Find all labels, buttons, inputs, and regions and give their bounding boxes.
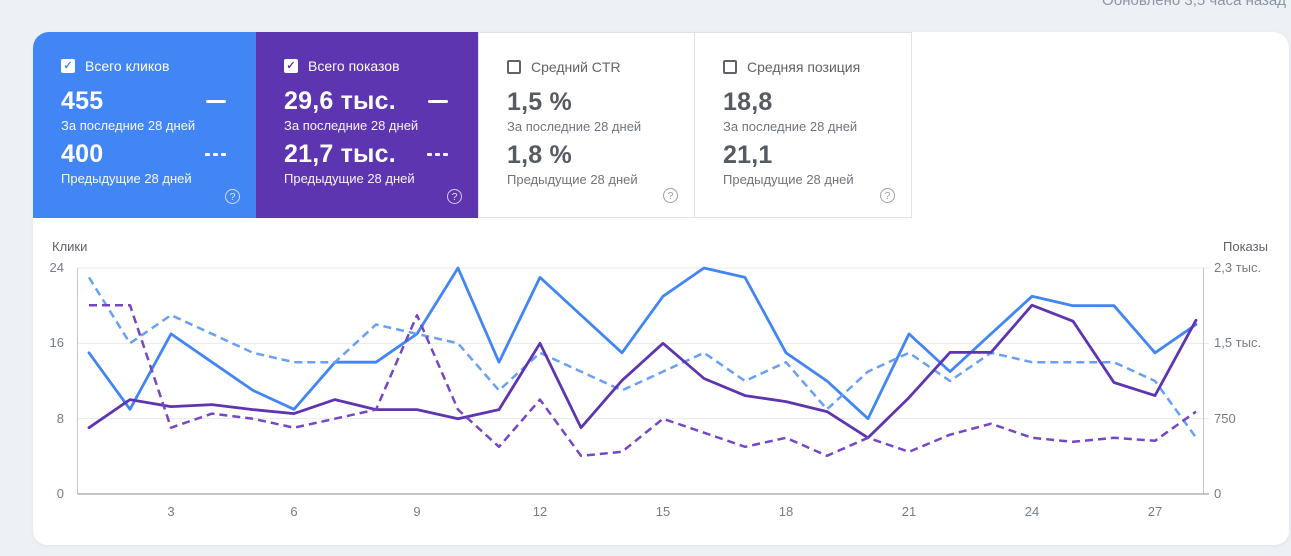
previous-value: 21,7 тыс. xyxy=(284,139,396,168)
solid-line-legend-marker xyxy=(206,99,226,103)
previous-period-label: Предыдущие 28 дней xyxy=(284,171,415,186)
left-axis-tick: 0 xyxy=(56,486,64,501)
card-title: Всего кликов xyxy=(85,57,170,74)
x-axis-tick: 12 xyxy=(532,504,548,519)
card-title: Всего показов xyxy=(308,57,400,74)
clicks-checkbox[interactable]: ✓ xyxy=(61,58,75,73)
metric-card-total-impressions[interactable]: ✓ Всего показов 29,6 тыс. За последние 2… xyxy=(256,32,478,218)
previous-period-label: Предыдущие 28 дней xyxy=(507,172,638,187)
card-header: Средний CTR xyxy=(507,58,694,75)
impressions-checkbox[interactable]: ✓ xyxy=(284,58,298,73)
current-value: 1,5 % xyxy=(507,87,572,116)
help-icon[interactable]: ? xyxy=(225,189,240,204)
help-icon[interactable]: ? xyxy=(880,188,895,203)
x-axis-tick: 27 xyxy=(1147,504,1163,519)
previous-value: 1,8 % xyxy=(507,140,572,169)
previous-period-label: Предыдущие 28 дней xyxy=(61,171,192,186)
x-axis-tick: 15 xyxy=(655,504,671,519)
right-axis-tick: 0 xyxy=(1214,486,1222,501)
last-updated-note: Обновлено 3,5 часа назад xyxy=(1102,0,1287,9)
card-header: ✓ Всего показов xyxy=(284,57,478,74)
current-period-label: За последние 28 дней xyxy=(61,118,196,133)
dashed-line-legend-marker xyxy=(427,152,448,156)
card-header: ✓ Всего кликов xyxy=(61,57,256,74)
solid-line-legend-marker xyxy=(428,99,448,103)
card-title: Средняя позиция xyxy=(747,58,861,75)
checkmark-icon: ✓ xyxy=(63,59,73,72)
metric-card-total-clicks[interactable]: ✓ Всего кликов 455 За последние 28 дней … xyxy=(33,32,256,218)
left-axis-tick: 16 xyxy=(49,335,64,351)
card-header: Средняя позиция xyxy=(723,58,911,75)
dashed-line-legend-marker xyxy=(205,152,226,156)
right-axis-tick: 2,3 тыс. xyxy=(1214,260,1262,275)
x-axis-tick: 18 xyxy=(778,504,794,519)
current-value: 18,8 xyxy=(723,87,773,116)
current-value: 29,6 тыс. xyxy=(284,86,396,115)
position-checkbox[interactable] xyxy=(723,59,737,74)
left-axis-tick: 8 xyxy=(56,410,64,426)
current-period-label: За последние 28 дней xyxy=(507,119,642,134)
current-period-label: За последние 28 дней xyxy=(284,118,419,133)
x-axis-tick: 9 xyxy=(413,504,421,519)
x-axis-tick: 21 xyxy=(901,504,917,519)
x-axis-tick: 24 xyxy=(1024,504,1040,519)
current-value: 455 xyxy=(61,86,104,115)
left-axis-tick: 24 xyxy=(49,260,64,275)
previous-value: 21,1 xyxy=(723,140,773,169)
x-axis-tick: 3 xyxy=(167,504,175,519)
checkmark-icon: ✓ xyxy=(286,59,296,72)
x-axis-tick: 6 xyxy=(290,504,298,519)
help-icon[interactable]: ? xyxy=(447,189,462,204)
previous-period-label: Предыдущие 28 дней xyxy=(723,172,854,187)
previous-value: 400 xyxy=(61,139,104,168)
left-axis-title: Клики xyxy=(52,239,88,254)
right-axis-tick: 750 xyxy=(1214,410,1236,426)
ctr-checkbox[interactable] xyxy=(507,59,521,74)
right-axis-tick: 1,5 тыс. xyxy=(1214,335,1262,351)
metric-card-average-ctr[interactable]: Средний CTR 1,5 % За последние 28 дней 1… xyxy=(478,32,695,218)
card-title: Средний CTR xyxy=(531,58,621,75)
performance-panel: ✓ Всего кликов 455 За последние 28 дней … xyxy=(33,32,1289,545)
help-icon[interactable]: ? xyxy=(663,188,678,203)
metric-tiles-row: ✓ Всего кликов 455 За последние 28 дней … xyxy=(33,32,912,218)
metric-card-average-position[interactable]: Средняя позиция 18,8 За последние 28 дне… xyxy=(695,32,912,218)
current-period-label: За последние 28 дней xyxy=(723,119,858,134)
right-axis-title: Показы xyxy=(1223,239,1268,254)
